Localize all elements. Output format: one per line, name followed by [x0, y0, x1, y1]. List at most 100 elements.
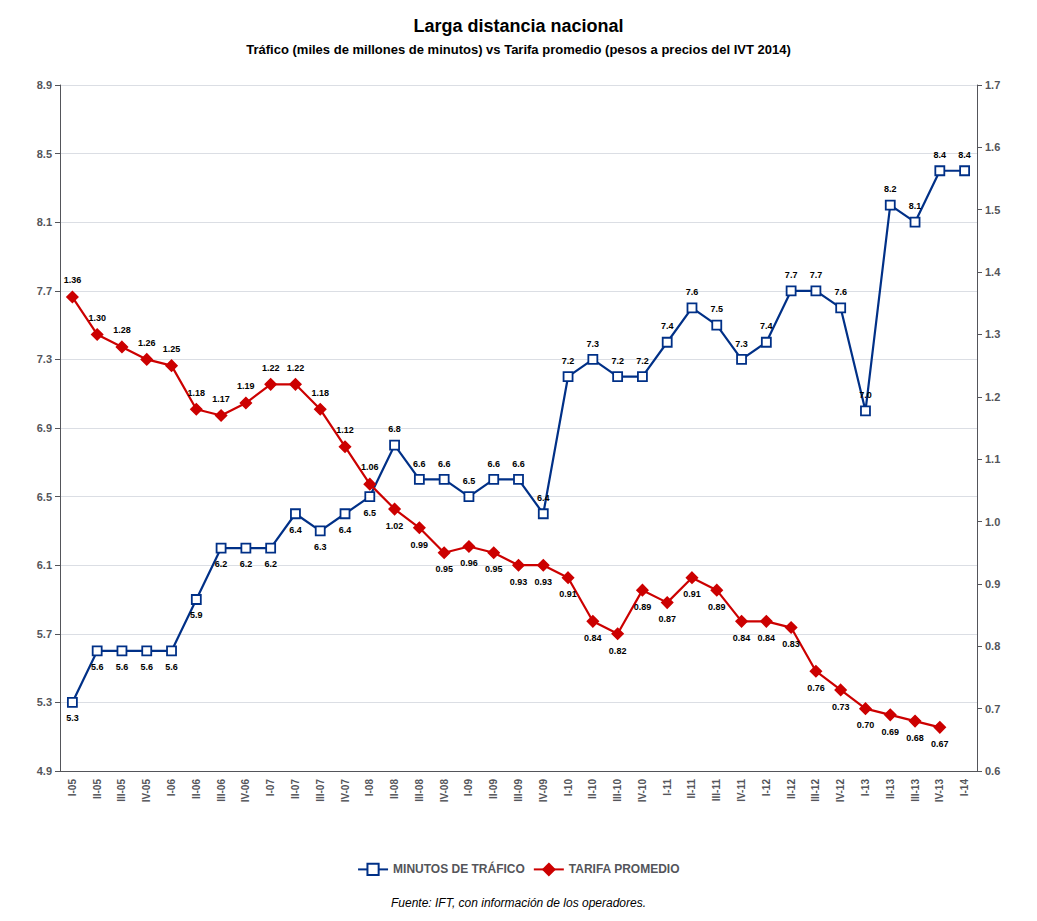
svg-text:TARIFA PROMEDIO: TARIFA PROMEDIO [569, 862, 680, 876]
svg-text:0.8: 0.8 [985, 640, 1000, 652]
svg-text:II-05: II-05 [92, 779, 103, 799]
svg-text:III-06: III-06 [216, 779, 227, 802]
svg-text:7.2: 7.2 [562, 356, 575, 366]
svg-text:0.6: 0.6 [985, 765, 1000, 777]
svg-text:I-05: I-05 [67, 779, 78, 797]
svg-text:7.7: 7.7 [785, 270, 798, 280]
svg-text:IV-09: IV-09 [538, 779, 549, 803]
svg-text:6.4: 6.4 [339, 525, 352, 535]
svg-text:Tráfico (miles de millones de: Tráfico (miles de millones de minutos) v… [246, 42, 790, 57]
svg-text:1.30: 1.30 [88, 313, 106, 323]
svg-text:5.6: 5.6 [91, 662, 104, 672]
svg-text:0.95: 0.95 [435, 564, 453, 574]
svg-text:0.84: 0.84 [733, 633, 751, 643]
svg-text:III-07: III-07 [315, 779, 326, 802]
svg-text:II-11: II-11 [686, 779, 697, 799]
svg-text:8.4: 8.4 [958, 150, 971, 160]
svg-text:1.22: 1.22 [287, 363, 305, 373]
svg-text:5.9: 5.9 [190, 610, 203, 620]
svg-text:7.2: 7.2 [636, 356, 649, 366]
svg-text:II-07: II-07 [290, 779, 301, 799]
svg-text:I-12: I-12 [761, 779, 772, 797]
svg-text:6.9: 6.9 [37, 422, 52, 434]
svg-text:III-05: III-05 [116, 779, 127, 802]
svg-text:7.3: 7.3 [735, 339, 748, 349]
svg-text:1.12: 1.12 [336, 425, 354, 435]
svg-text:III-08: III-08 [414, 779, 425, 802]
svg-text:5.3: 5.3 [66, 713, 79, 723]
svg-text:5.6: 5.6 [116, 662, 129, 672]
svg-text:0.7: 0.7 [985, 703, 1000, 715]
svg-text:7.0: 7.0 [859, 390, 872, 400]
svg-text:IV-11: IV-11 [736, 779, 747, 802]
svg-text:8.5: 8.5 [37, 148, 52, 160]
svg-text:0.89: 0.89 [634, 602, 652, 612]
svg-text:0.84: 0.84 [758, 633, 776, 643]
svg-text:6.5: 6.5 [364, 508, 377, 518]
svg-text:5.7: 5.7 [37, 628, 52, 640]
svg-text:0.96: 0.96 [460, 558, 478, 568]
svg-text:MINUTOS DE TRÁFICO: MINUTOS DE TRÁFICO [393, 861, 525, 876]
svg-text:1.19: 1.19 [237, 381, 255, 391]
svg-text:III-13: III-13 [910, 779, 921, 802]
svg-text:IV-12: IV-12 [835, 779, 846, 803]
svg-text:0.70: 0.70 [857, 720, 875, 730]
svg-text:6.8: 6.8 [388, 424, 401, 434]
svg-text:III-10: III-10 [612, 779, 623, 802]
svg-text:6.2: 6.2 [264, 559, 277, 569]
svg-text:7.7: 7.7 [810, 270, 823, 280]
svg-text:III-09: III-09 [513, 779, 524, 802]
svg-text:II-13: II-13 [885, 779, 896, 799]
svg-text:7.4: 7.4 [661, 321, 674, 331]
svg-text:II-12: II-12 [786, 779, 797, 799]
svg-text:I-08: I-08 [364, 779, 375, 797]
svg-text:7.4: 7.4 [760, 321, 773, 331]
svg-text:0.83: 0.83 [782, 639, 800, 649]
svg-text:II-09: II-09 [488, 779, 499, 799]
svg-text:7.2: 7.2 [611, 356, 624, 366]
svg-text:1.0: 1.0 [985, 516, 1000, 528]
svg-text:7.5: 7.5 [711, 304, 724, 314]
svg-text:IV-13: IV-13 [934, 779, 945, 803]
svg-text:1.18: 1.18 [188, 388, 206, 398]
svg-text:6.1: 6.1 [37, 559, 52, 571]
svg-text:0.73: 0.73 [832, 702, 850, 712]
svg-text:0.99: 0.99 [411, 540, 429, 550]
svg-text:Fuente: IFT, con información d: Fuente: IFT, con información de los oper… [391, 896, 646, 910]
svg-text:6.6: 6.6 [438, 459, 451, 469]
svg-text:II-06: II-06 [191, 779, 202, 799]
svg-text:0.67: 0.67 [931, 739, 949, 749]
svg-text:6.5: 6.5 [37, 491, 52, 503]
svg-text:1.17: 1.17 [212, 394, 230, 404]
svg-text:1.06: 1.06 [361, 462, 379, 472]
svg-text:III-11: III-11 [711, 779, 722, 802]
svg-text:0.93: 0.93 [535, 577, 553, 587]
svg-text:0.95: 0.95 [485, 564, 503, 574]
svg-text:1.5: 1.5 [985, 204, 1000, 216]
svg-text:5.6: 5.6 [165, 662, 178, 672]
svg-text:II-08: II-08 [389, 779, 400, 799]
svg-text:0.87: 0.87 [658, 614, 676, 624]
svg-text:I-06: I-06 [166, 779, 177, 797]
svg-text:6.6: 6.6 [512, 459, 525, 469]
svg-text:8.1: 8.1 [909, 201, 922, 211]
svg-text:1.36: 1.36 [64, 275, 82, 285]
svg-text:1.22: 1.22 [262, 363, 280, 373]
svg-text:8.4: 8.4 [934, 150, 947, 160]
svg-text:6.6: 6.6 [413, 459, 426, 469]
svg-text:IV-10: IV-10 [637, 779, 648, 803]
svg-text:0.69: 0.69 [881, 727, 899, 737]
svg-text:1.18: 1.18 [311, 388, 329, 398]
svg-text:1.2: 1.2 [985, 391, 1000, 403]
svg-text:4.9: 4.9 [37, 765, 52, 777]
svg-text:8.1: 8.1 [37, 216, 52, 228]
svg-text:5.6: 5.6 [140, 662, 153, 672]
svg-text:IV-08: IV-08 [439, 779, 450, 803]
svg-text:0.91: 0.91 [559, 589, 577, 599]
svg-text:I-07: I-07 [265, 779, 276, 797]
svg-text:5.3: 5.3 [37, 696, 52, 708]
svg-text:0.76: 0.76 [807, 683, 825, 693]
svg-text:7.7: 7.7 [37, 285, 52, 297]
svg-text:6.5: 6.5 [463, 476, 476, 486]
svg-text:I-10: I-10 [563, 779, 574, 797]
